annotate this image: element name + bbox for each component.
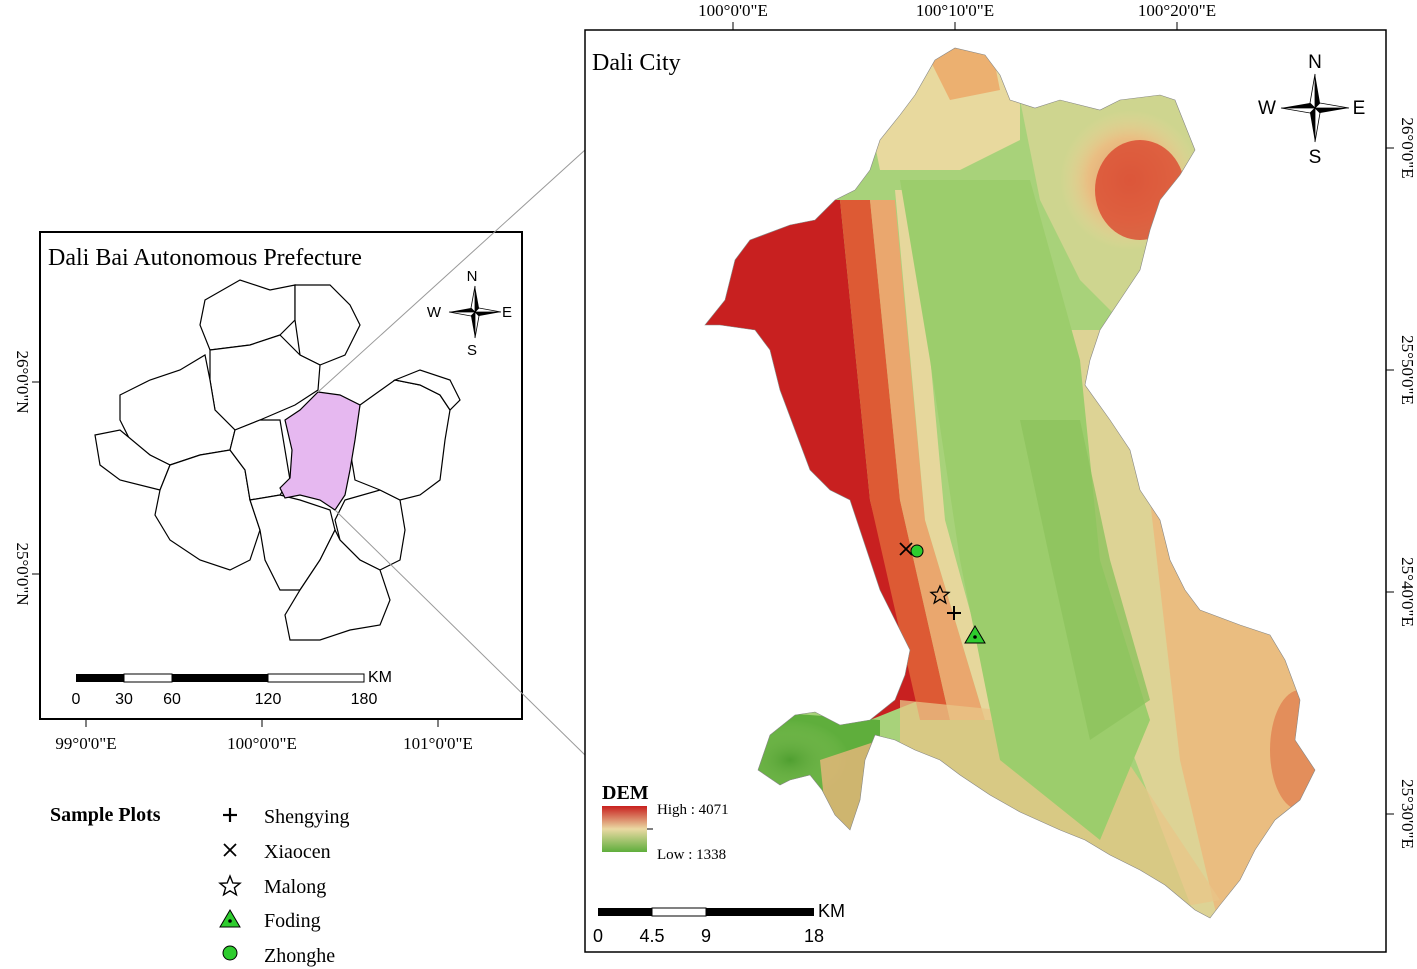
inset-scale-tick: 60 bbox=[163, 691, 181, 708]
county-boundary bbox=[284, 528, 391, 641]
inset-east-label: E bbox=[502, 304, 512, 321]
main-map-title: Dali City bbox=[592, 50, 681, 76]
main-north-arrow-icon bbox=[1280, 73, 1350, 143]
main-east-label: E bbox=[1353, 98, 1366, 119]
inset-lon-label: 101°0'0"E bbox=[403, 734, 473, 753]
dem-legend-high: High : 4071 bbox=[657, 802, 729, 818]
inset-scale-unit: KM bbox=[368, 669, 392, 686]
main-lon-label: 100°10'0"E bbox=[916, 1, 994, 20]
main-scale-tick: 0 bbox=[593, 926, 603, 946]
sample-plot-markers bbox=[899, 542, 986, 644]
malong-marker[interactable] bbox=[929, 584, 951, 605]
inset-scale-tick: 120 bbox=[255, 691, 282, 708]
inset-lon-label: 100°0'0"E bbox=[227, 734, 297, 753]
star-icon bbox=[218, 874, 242, 897]
circle-icon bbox=[222, 945, 238, 961]
inset-lat-label: 26°0'0"N bbox=[13, 350, 32, 413]
main-west-label: W bbox=[1258, 98, 1276, 119]
county-boundary bbox=[392, 369, 461, 411]
legend-xiaocen-label: Xiaocen bbox=[264, 841, 331, 863]
zhonghe-marker[interactable] bbox=[910, 544, 924, 558]
main-scale-unit: KM bbox=[818, 901, 845, 921]
legend-foding-label: Foding bbox=[264, 910, 321, 932]
main-scale-tick: 9 bbox=[701, 926, 711, 946]
main-scale-tick: 4.5 bbox=[639, 926, 664, 946]
legend-shengying-label: Shengying bbox=[264, 806, 350, 828]
legend-zhonghe-label: Zhonghe bbox=[264, 945, 335, 967]
legend-malong-label: Malong bbox=[264, 876, 326, 898]
main-lon-label: 100°0'0"E bbox=[698, 1, 768, 20]
dali-city-highlight[interactable] bbox=[279, 391, 361, 511]
main-north-label: N bbox=[1308, 52, 1322, 73]
county-boundary bbox=[199, 279, 296, 351]
inset-lon-label: 99°0'0"E bbox=[55, 734, 116, 753]
inset-south-label: S bbox=[467, 342, 477, 359]
dem-legend-title: DEM bbox=[602, 782, 649, 804]
main-lat-label: 26°0'0"E bbox=[1398, 117, 1417, 178]
main-lat-label: 25°30'0"E bbox=[1398, 779, 1417, 849]
plus-icon bbox=[223, 808, 237, 822]
inset-scale-tick: 180 bbox=[351, 691, 378, 708]
county-boundary bbox=[294, 284, 361, 366]
main-scale-tick: 18 bbox=[804, 926, 824, 946]
inset-lat-label: 25°0'0"N bbox=[13, 542, 32, 605]
foding-marker[interactable] bbox=[964, 625, 986, 644]
inset-scale-tick: 0 bbox=[72, 691, 81, 708]
dem-legend-ramp bbox=[602, 806, 647, 852]
zoom-line-bottom bbox=[334, 509, 586, 756]
main-lon-label: 100°20'0"E bbox=[1138, 1, 1216, 20]
prefecture-boundaries bbox=[94, 279, 461, 641]
dem-legend-low: Low : 1338 bbox=[657, 847, 726, 863]
main-scale-bar bbox=[598, 907, 814, 917]
shengying-marker[interactable] bbox=[947, 606, 961, 620]
main-south-label: S bbox=[1309, 147, 1322, 168]
inset-map-title: Dali Bai Autonomous Prefecture bbox=[48, 245, 362, 271]
zoom-line-top bbox=[317, 149, 586, 393]
inset-scale-bar bbox=[76, 673, 365, 683]
inset-west-label: W bbox=[427, 304, 442, 321]
main-lat-label: 25°50'0"E bbox=[1398, 335, 1417, 405]
inset-north-arrow-icon bbox=[448, 285, 502, 339]
cross-icon bbox=[223, 843, 237, 857]
xiaocen-marker[interactable] bbox=[899, 542, 913, 556]
sample-plots-title: Sample Plots bbox=[50, 804, 161, 826]
inset-north-label: N bbox=[467, 268, 478, 285]
triangle-icon bbox=[219, 909, 241, 928]
inset-scale-tick: 30 bbox=[115, 691, 133, 708]
main-lat-label: 25°40'0"E bbox=[1398, 557, 1417, 627]
